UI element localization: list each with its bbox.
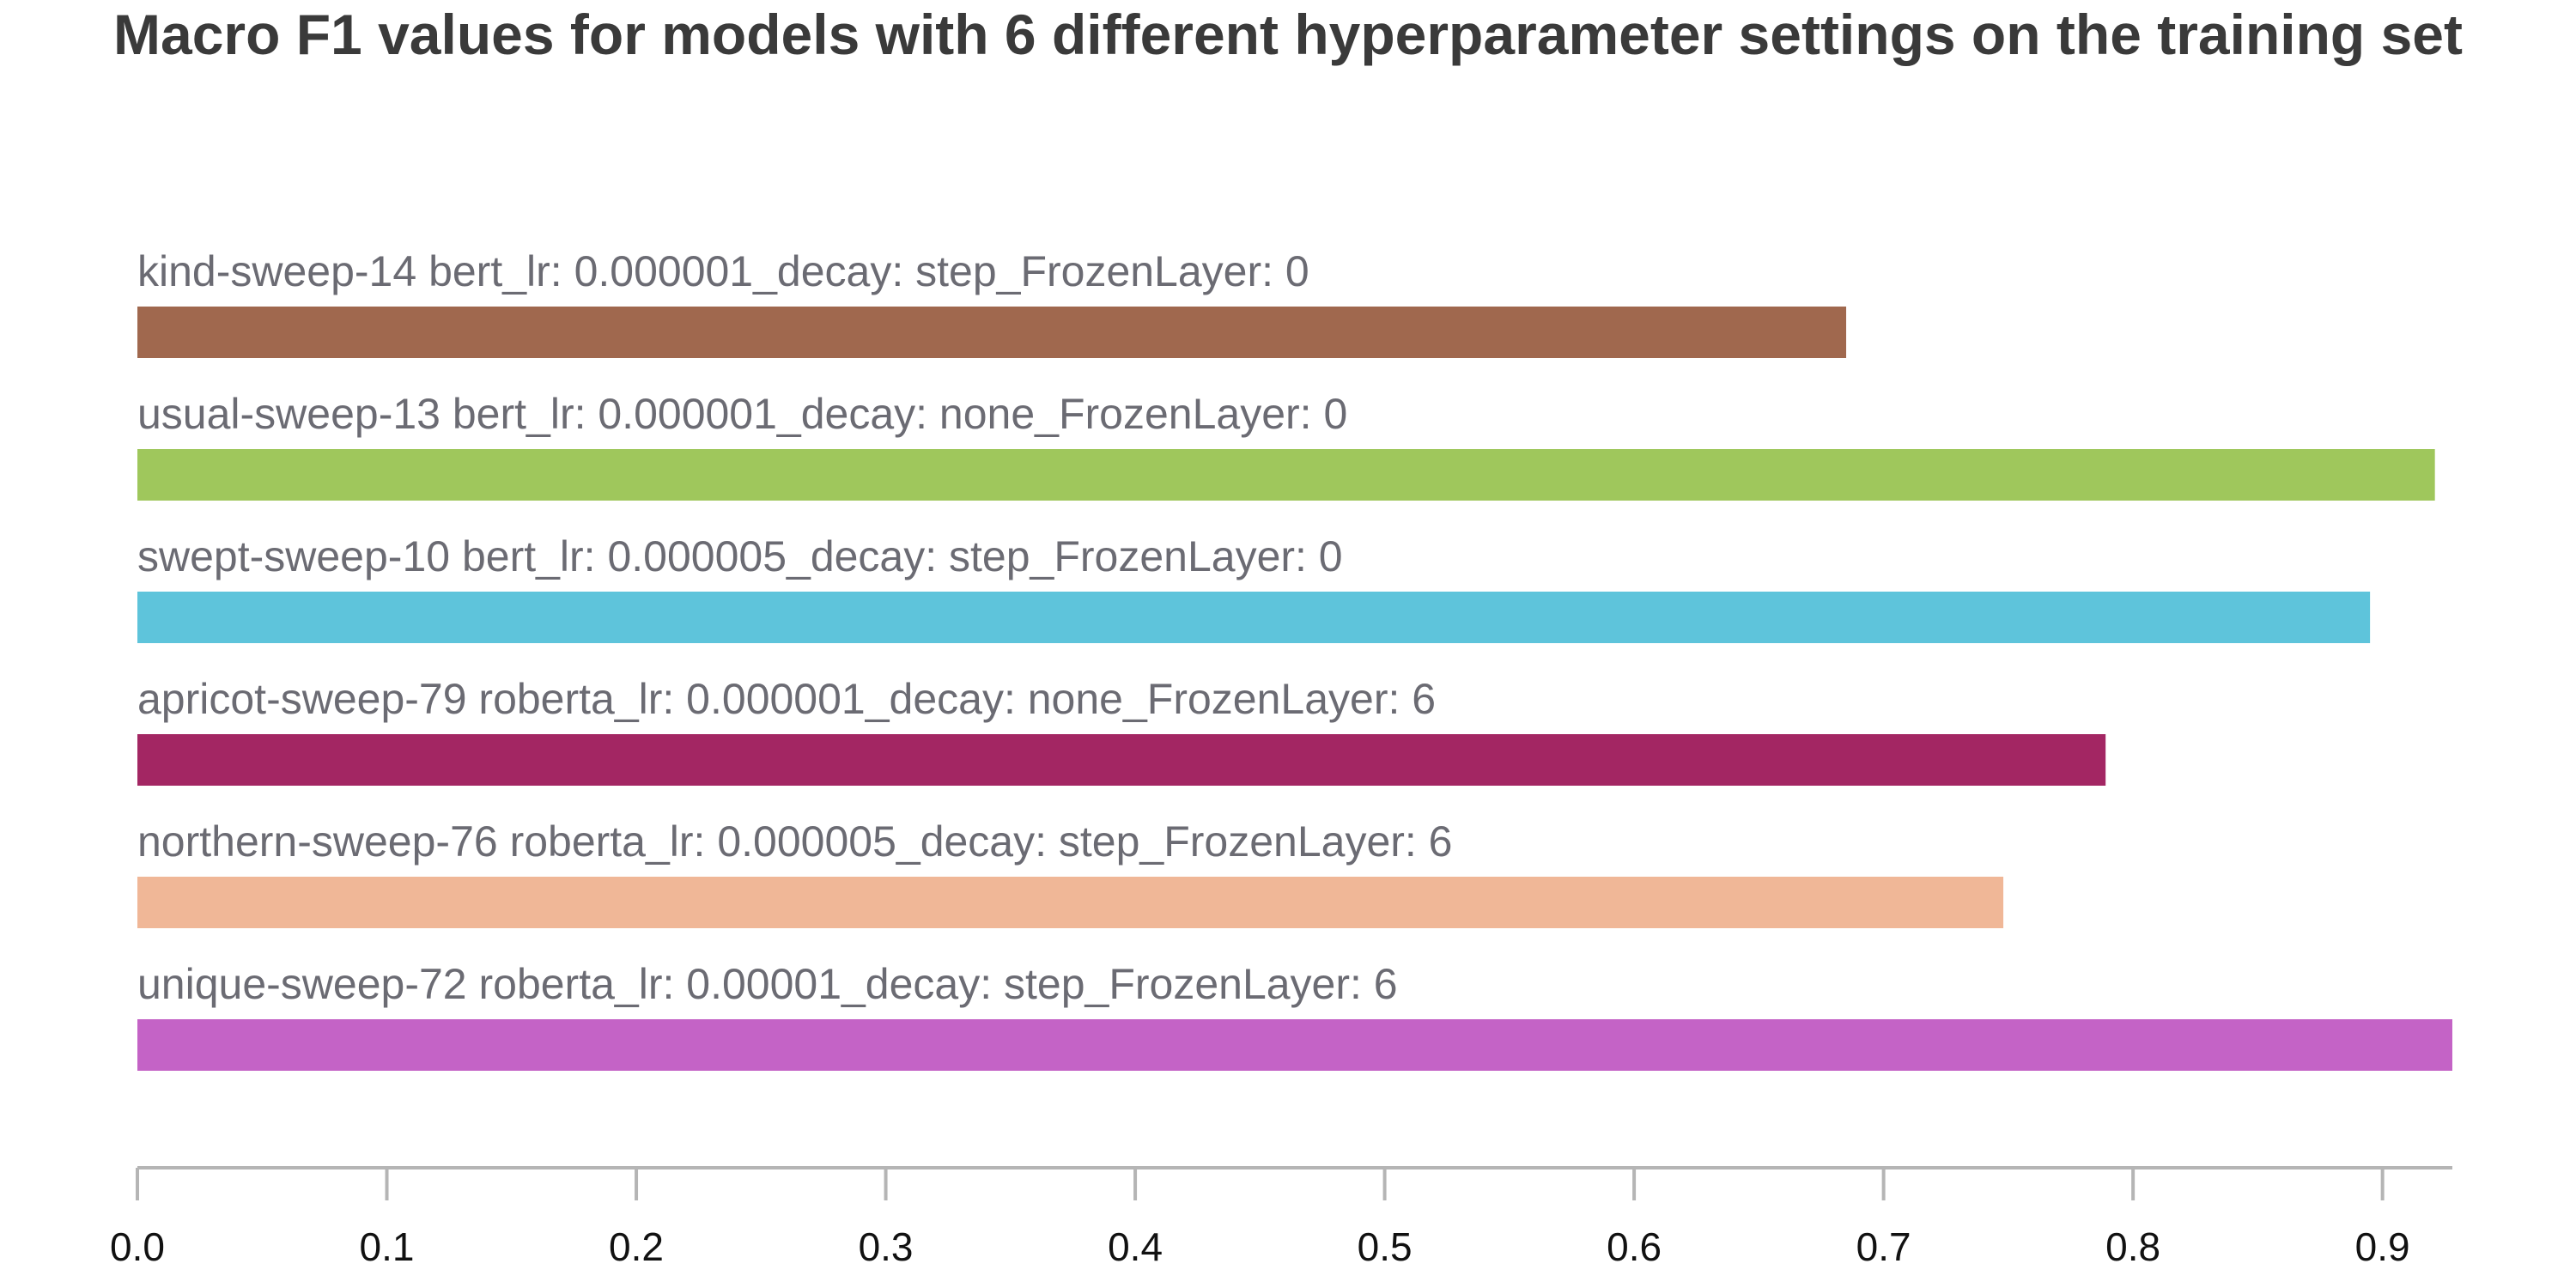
bar-label: kind-sweep-14 bert_lr: 0.000001_decay: s…: [137, 247, 1309, 295]
x-tick-label: 0.9: [2355, 1224, 2410, 1269]
bar: [137, 592, 2371, 643]
x-tick-label: 0.6: [1607, 1224, 1662, 1269]
x-axis: 0.0 0.1 0.2 0.3 0.4 0.5 0.6 0.7 0.8 0.9: [110, 1166, 2452, 1269]
x-tick-label: 0.1: [360, 1224, 415, 1269]
bar-label: northern-sweep-76 roberta_lr: 0.000005_d…: [137, 817, 1453, 866]
x-tick-label: 0.7: [1856, 1224, 1911, 1269]
x-tick-label: 0.3: [859, 1224, 914, 1269]
chart-title: Macro F1 values for models with 6 differ…: [113, 3, 2463, 66]
bars-layer: kind-sweep-14 bert_lr: 0.000001_decay: s…: [137, 247, 2452, 1071]
bar: [137, 734, 2106, 786]
bar: [137, 307, 1847, 358]
bar: [137, 449, 2435, 501]
x-tick-label: 0.4: [1108, 1224, 1163, 1269]
bar-label: swept-sweep-10 bert_lr: 0.000005_decay: …: [137, 532, 1343, 580]
x-tick-label: 0.5: [1358, 1224, 1413, 1269]
x-tick-label: 0.8: [2105, 1224, 2160, 1269]
bar-label: unique-sweep-72 roberta_lr: 0.00001_deca…: [137, 960, 1398, 1008]
x-tick-label: 0.2: [609, 1224, 664, 1269]
bar-label: usual-sweep-13 bert_lr: 0.000001_decay: …: [137, 390, 1347, 438]
bar: [137, 1019, 2452, 1071]
bar-label: apricot-sweep-79 roberta_lr: 0.000001_de…: [137, 675, 1436, 723]
bar: [137, 877, 2004, 928]
x-tick-label: 0.0: [110, 1224, 165, 1269]
